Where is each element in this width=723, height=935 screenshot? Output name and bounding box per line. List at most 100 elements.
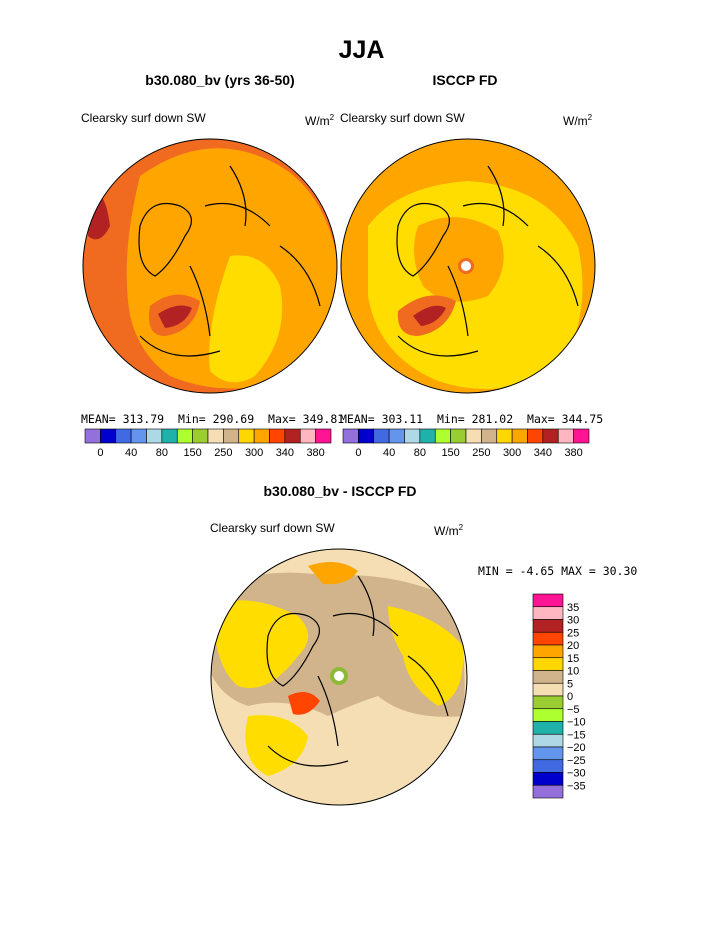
panel2-colorbar-box <box>557 428 574 444</box>
panel1-colorbar-box <box>146 428 163 444</box>
panel2-map <box>340 138 596 394</box>
panel2-colorbar-box <box>373 428 390 444</box>
diff-units-sup: 2 <box>458 523 464 532</box>
panel1-colorbar-box <box>284 428 301 444</box>
panel2-colorbar-box <box>511 428 528 444</box>
diff-variable-label: Clearsky surf down SW <box>210 521 335 535</box>
panel2-colorbar-tick-label: 0 <box>355 447 361 459</box>
panel1-stats: MEAN= 313.79 Min= 290.69 Max= 349.81 <box>81 412 344 426</box>
diff-colorbar-box <box>532 746 564 761</box>
diff-colorbar-box <box>532 772 564 786</box>
panel1-colorbar-box <box>130 428 147 444</box>
panel2-units-sup: 2 <box>587 113 593 122</box>
panel1-min-label: Min= <box>177 412 206 426</box>
panel1-colorbar-tick-label: 380 <box>306 447 324 459</box>
panel2-colorbar-box <box>481 428 498 444</box>
diff-units-label: W/m2 <box>434 523 463 538</box>
panel1-max-label: Max= <box>268 412 296 426</box>
panel1-title: b30.080_bv (yrs 36-50) <box>145 72 295 88</box>
panel2-colorbar-tick-label: 380 <box>564 447 582 459</box>
panel1-colorbar-tick-label: 250 <box>214 447 232 459</box>
panel2-max-value: 344.75 <box>561 412 604 426</box>
panel1-colorbar-box <box>161 428 178 444</box>
diff-colorbar-tick-label: −25 <box>567 755 586 767</box>
panel1-colorbar-box <box>115 428 132 444</box>
map1-field-dark-red <box>158 305 192 328</box>
diff-colorbar-box <box>532 708 564 722</box>
diff-colorbar-tick-label: 15 <box>567 653 579 665</box>
diff-colorbar-box <box>532 644 564 659</box>
diff-colorbar-tick-label: 5 <box>567 678 573 690</box>
diff-max-label: MAX = <box>561 564 596 578</box>
page-title: JJA <box>338 36 385 64</box>
panel2-units-label: W/m2 <box>563 113 592 128</box>
map2-border <box>340 138 596 394</box>
diff-colorbar-tick-label: −5 <box>567 704 580 716</box>
panel2-variable-label: Clearsky surf down SW <box>340 111 465 125</box>
panel2-min-label: Min= <box>436 412 465 426</box>
panel2-mean-label: MEAN= <box>340 412 375 426</box>
panel2-colorbar-tick-label: 80 <box>414 447 426 459</box>
panel2-title: ISCCP FD <box>432 72 498 88</box>
diff-colorbar-tick-label: −15 <box>567 729 586 741</box>
panel1-variable-label: Clearsky surf down SW <box>81 111 206 125</box>
diff-colorbar-box <box>532 631 564 646</box>
diff-colorbar-box <box>532 721 564 735</box>
diff-minmax: MIN = -4.65 MAX = 30.30 <box>478 564 637 578</box>
diff-colorbar-box <box>532 733 564 748</box>
panel1-colorbar-box <box>269 428 286 444</box>
panel2-colorbar-box <box>342 428 359 444</box>
panel2-colorbar-box <box>573 428 590 444</box>
panel1-colorbar-tick-label: 40 <box>125 447 137 459</box>
panel1-colorbar-tick-label: 80 <box>156 447 168 459</box>
diff-colorbar-tick-label: −30 <box>567 768 586 780</box>
diff-map <box>210 548 468 806</box>
panel2-colorbar-tick-label: 340 <box>534 447 552 459</box>
panel2-colorbar-box <box>465 428 482 444</box>
diff-colorbar-box <box>532 759 564 773</box>
panel2-colorbar-tick-label: 300 <box>503 447 521 459</box>
panel2-colorbar-box <box>542 428 559 444</box>
diff-colorbar-tick-label: −10 <box>567 717 586 729</box>
panel2-colorbar: 0 40 80 150 250 300 340 380 <box>342 428 590 459</box>
diff-field-red <box>288 692 320 715</box>
panel2-colorbar-tick-label: 40 <box>383 447 395 459</box>
panel1-mean-label: MEAN= <box>81 412 116 426</box>
diff-colorbar-box <box>532 606 564 620</box>
diff-colorbar-tick-label: 25 <box>567 627 579 639</box>
panel2-colorbar-box <box>434 428 451 444</box>
diff-colorbar-box <box>532 670 564 684</box>
diff-colorbar-tick-label: 30 <box>567 615 579 627</box>
map2-field-inner-orange <box>414 217 504 302</box>
panel1-colorbar-box <box>100 428 117 444</box>
panel2-max-label: Max= <box>527 412 555 426</box>
diff-colorbar-tick-label: 35 <box>567 602 579 614</box>
diff-colorbar-tick-label: 20 <box>567 640 579 652</box>
map1-coastlines <box>138 165 321 357</box>
panel1-units-base: W/m <box>305 114 330 128</box>
map2-field-dark-red <box>413 305 446 326</box>
panel2-colorbar-box <box>496 428 513 444</box>
panel1-map <box>82 138 338 394</box>
map1-field-yellow <box>209 255 283 383</box>
panel1-colorbar-box <box>253 428 270 444</box>
panel2-colorbar-tick-label: 250 <box>472 447 490 459</box>
diff-colorbar-tick-label: 10 <box>567 666 579 678</box>
diff-colorbar-box <box>532 619 564 633</box>
diff-title: b30.080_bv - ISCCP FD <box>263 483 417 499</box>
diff-field-orange <box>308 562 358 585</box>
panel2-colorbar-box <box>404 428 421 444</box>
diff-max-value: 30.30 <box>602 564 638 578</box>
panel1-colorbar: 0 40 80 150 250 300 340 380 <box>84 428 332 459</box>
panel1-colorbar-box <box>176 428 193 444</box>
map2-pole-hole <box>461 261 471 271</box>
panel1-colorbar-tick-label: 340 <box>276 447 294 459</box>
panel1-colorbar-box <box>238 428 255 444</box>
panel2-colorbar-box <box>419 428 436 444</box>
diff-colorbar-box <box>532 657 564 671</box>
panel2-colorbar-box <box>527 428 544 444</box>
panel2-stats: MEAN= 303.11 Min= 281.02 Max= 344.75 <box>340 412 603 426</box>
panel2-units-base: W/m <box>563 114 588 128</box>
diff-colorbar-box <box>532 695 564 710</box>
diff-colorbar-box <box>532 682 564 697</box>
